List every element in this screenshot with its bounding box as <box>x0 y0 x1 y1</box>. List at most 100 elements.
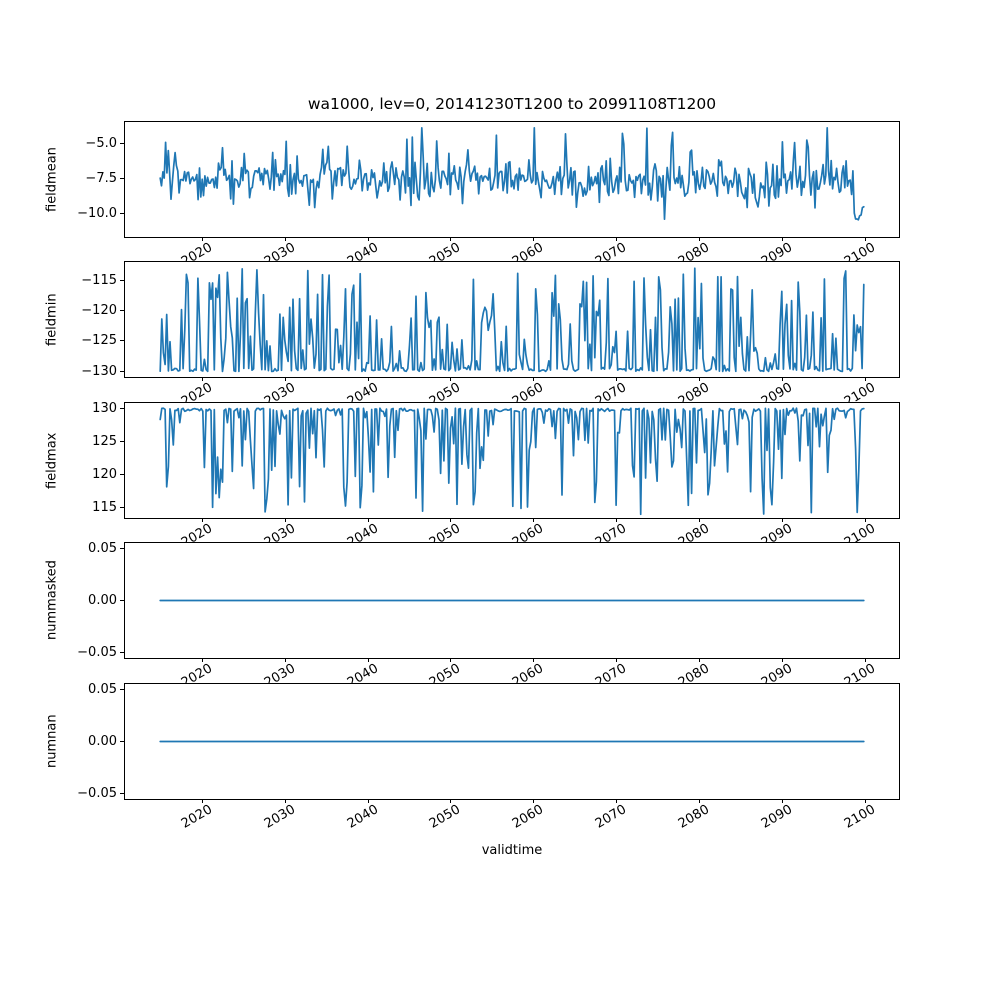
y-tick-mark <box>120 340 124 342</box>
series-line-fieldmean <box>159 126 865 221</box>
x-tick-label: 2030 <box>261 802 298 832</box>
y-tick-label: 0.05 <box>88 540 117 556</box>
y-tick-label: 0.05 <box>88 681 117 697</box>
x-tick-mark <box>616 658 618 662</box>
x-tick-mark <box>367 518 369 522</box>
x-tick-mark <box>284 518 286 522</box>
x-tick-label: 2100 <box>841 802 878 832</box>
y-axis-label-fieldmin: fieldmin <box>44 293 60 346</box>
x-tick-mark <box>699 377 701 381</box>
x-tick-mark <box>201 377 203 381</box>
y-tick-mark <box>120 178 124 180</box>
x-tick-mark <box>533 237 535 241</box>
chart-title: wa1000, lev=0, 20141230T1200 to 20991108… <box>307 95 717 113</box>
x-tick-mark <box>201 518 203 522</box>
line-chart-fieldmax <box>159 407 865 516</box>
x-tick-mark <box>450 518 452 522</box>
subplot-fieldmax: fieldmax 130 125 120 115 2020 2030 2040 2050 2060… <box>45 401 900 551</box>
y-tick-mark <box>120 407 124 409</box>
y-tick-mark <box>120 547 124 549</box>
x-tick-mark <box>865 799 866 803</box>
y-axis-label-numnan: numnan <box>44 714 60 769</box>
x-tick-label: 2040 <box>344 802 381 832</box>
y-axis-label-fieldmean: fieldmean <box>44 147 60 212</box>
x-tick-mark <box>450 237 452 241</box>
x-tick-mark <box>533 799 535 803</box>
subplot-nummasked: nummasked 0.05 0.00 −0.05 2020 2030 2040 2050 20… <box>45 541 900 691</box>
x-tick-mark <box>782 658 784 662</box>
x-tick-mark <box>616 377 618 381</box>
line-chart-fieldmin <box>159 267 865 373</box>
y-tick-mark <box>120 652 124 654</box>
x-tick-mark <box>699 518 701 522</box>
x-tick-mark <box>533 377 535 381</box>
x-tick-mark <box>450 799 452 803</box>
x-tick-mark <box>201 237 203 241</box>
x-tick-label: 2050 <box>427 802 464 832</box>
line-chart-numnan <box>159 740 865 743</box>
x-tick-mark <box>284 377 286 381</box>
x-tick-mark <box>699 799 701 803</box>
line-chart-fieldmean <box>159 126 865 221</box>
x-tick-mark <box>782 518 784 522</box>
subplot-fieldmin: fieldmin −115 −120 −125 −130 2020 2030 2040 2050… <box>45 261 900 410</box>
subplot-fieldmean: fieldmean −5.0 −7.5 −10.0 2020 2030 2040 2050 20… <box>45 121 900 270</box>
x-tick-mark <box>533 658 535 662</box>
y-tick-label: −0.05 <box>77 645 117 661</box>
y-tick-label: 115 <box>92 499 117 515</box>
x-tick-mark <box>450 377 452 381</box>
y-tick-mark <box>120 793 124 795</box>
x-tick-mark <box>616 518 618 522</box>
x-tick-mark <box>367 237 369 241</box>
x-tick-mark <box>782 237 784 241</box>
y-tick-mark <box>120 506 124 508</box>
y-tick-label: −125 <box>81 333 117 349</box>
x-tick-mark <box>367 658 369 662</box>
x-tick-mark <box>616 237 618 241</box>
y-tick-mark <box>120 473 124 475</box>
x-tick-mark <box>284 799 286 803</box>
x-tick-mark <box>699 237 701 241</box>
x-tick-mark <box>782 799 784 803</box>
y-tick-label: 120 <box>92 466 117 482</box>
x-tick-label: 2020 <box>178 802 215 832</box>
x-tick-mark <box>201 658 203 662</box>
y-tick-mark <box>120 688 124 690</box>
y-tick-label: 0.00 <box>88 734 117 749</box>
x-tick-label: 2070 <box>593 802 630 832</box>
x-tick-mark <box>367 377 369 381</box>
x-tick-mark <box>284 658 286 662</box>
y-tick-mark <box>120 212 124 214</box>
x-tick-label: 2080 <box>676 802 713 832</box>
x-axis-title: validtime <box>481 843 543 858</box>
y-tick-label: 0.00 <box>88 593 117 608</box>
x-tick-mark <box>782 377 784 381</box>
y-axis-label-nummasked: nummasked <box>44 560 60 641</box>
y-tick-label: −0.05 <box>77 786 117 802</box>
x-tick-mark <box>865 658 866 662</box>
x-tick-mark <box>699 658 701 662</box>
y-tick-mark <box>120 279 124 281</box>
subplot-numnan: numnan 0.05 0.00 −0.05 2020 2030 2040 2050 2060 2… <box>45 682 900 832</box>
x-tick-mark <box>367 799 369 803</box>
y-tick-label: −10.0 <box>77 205 117 221</box>
y-axis-label-fieldmax: fieldmax <box>44 432 60 489</box>
x-tick-mark <box>865 237 866 241</box>
x-tick-mark <box>865 518 866 522</box>
y-tick-label: −115 <box>81 272 117 288</box>
x-tick-mark <box>201 799 203 803</box>
y-tick-label: 125 <box>92 433 117 449</box>
x-tick-mark <box>865 377 866 381</box>
y-tick-label: −7.5 <box>85 171 117 187</box>
x-tick-label: 2090 <box>758 802 796 832</box>
x-tick-mark <box>284 237 286 241</box>
y-tick-mark <box>120 143 124 145</box>
y-tick-mark <box>120 741 124 742</box>
x-tick-label: 2060 <box>510 802 547 832</box>
y-tick-mark <box>120 440 124 442</box>
y-tick-label: −5.0 <box>85 136 117 152</box>
x-tick-mark <box>533 518 535 522</box>
y-tick-mark <box>120 600 124 601</box>
series-line-fieldmin <box>159 267 865 373</box>
